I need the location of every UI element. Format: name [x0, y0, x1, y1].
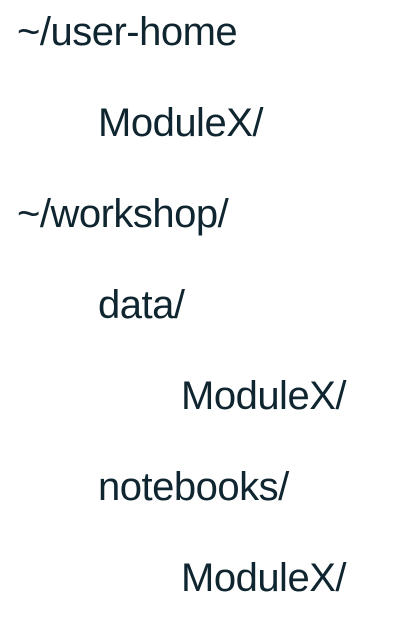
notebooks-modulex-folder: ModuleX/	[181, 556, 346, 600]
user-home-folder: ~/user-home	[17, 10, 238, 54]
user-home-modulex-folder: ModuleX/	[98, 101, 263, 145]
data-modulex-folder: ModuleX/	[181, 374, 346, 418]
workshop-notebooks-folder: notebooks/	[98, 465, 289, 509]
workshop-folder: ~/workshop/	[17, 192, 229, 236]
workshop-data-folder: data/	[98, 283, 185, 327]
